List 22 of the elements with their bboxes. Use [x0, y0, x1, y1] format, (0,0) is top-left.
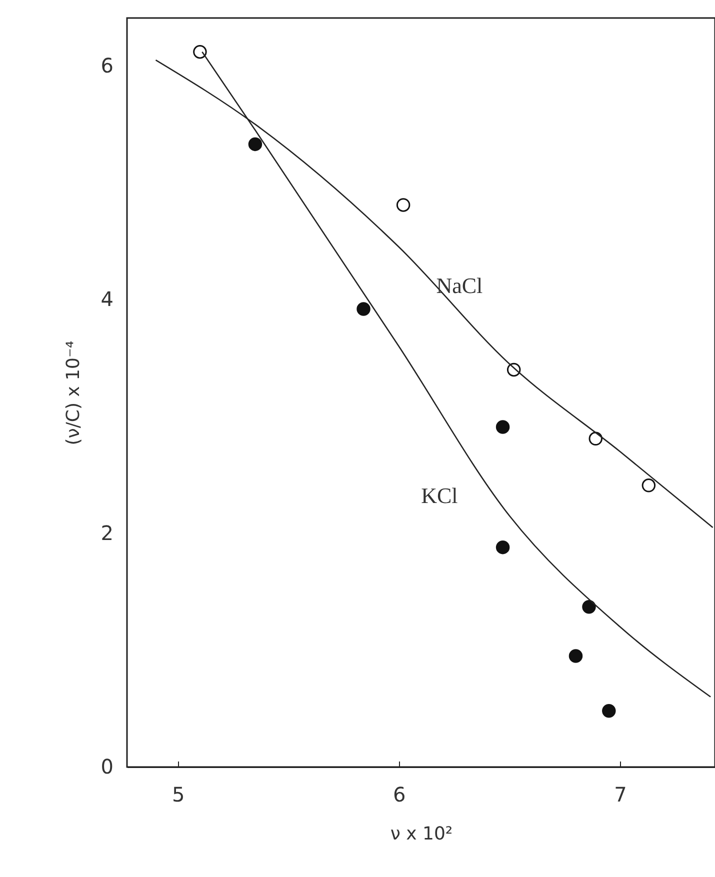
y-axis-title: (ν/C) x 10⁻⁴ [62, 340, 84, 446]
point [642, 478, 656, 492]
x-axis-title: ν x 10² [390, 824, 453, 844]
series-label: NaCl [436, 272, 483, 298]
point [356, 302, 370, 316]
point [396, 198, 410, 212]
point [496, 420, 510, 434]
series-label: KCl [421, 482, 458, 508]
x-tick-label: 5 [172, 782, 185, 806]
point [602, 704, 616, 718]
y-tick-label: 4 [100, 287, 114, 312]
y-tick-label: 0 [100, 754, 114, 778]
point [588, 432, 603, 446]
point [496, 540, 510, 554]
y-tick-label: 6 [100, 53, 114, 78]
point [193, 45, 207, 59]
point [248, 137, 262, 152]
x-tick-label: 6 [393, 782, 406, 806]
point [568, 649, 583, 663]
x-tick-label: 7 [614, 782, 627, 806]
y-tick-label: 2 [100, 520, 114, 545]
point [582, 600, 596, 614]
